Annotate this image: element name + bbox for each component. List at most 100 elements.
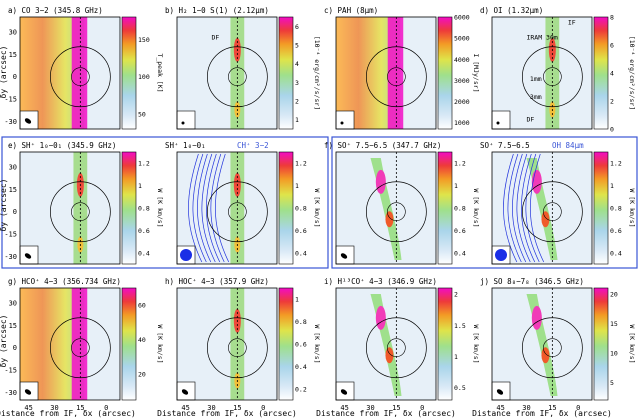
group-box-e [1,136,329,269]
colorbar-tick-label: 4 [295,60,299,68]
contour-line [188,153,203,263]
panel-annotation: DF [526,116,534,124]
panel-frame [491,287,593,401]
panel-title: f) SO⁺ 7.5−6.5 (347.7 GHz) [324,141,441,150]
panel-annotation: 1mm [530,75,542,83]
map-background [177,17,277,129]
colorbar-tick-label: 3 [295,79,299,87]
colorbar-label: W [K km/s] [313,324,321,363]
colorbar-tick-label: 5000 [454,35,470,43]
colorbar-tick-label: 20 [138,371,146,379]
colorbar-tick-label: 20 [610,290,618,298]
emission-peak [375,169,386,194]
x-axis-label: Distance from IF, δx (arcsec) [157,409,297,418]
x-tick-label: 45 [496,404,504,412]
x-tick-label: 0 [576,404,580,412]
colorbar [278,16,294,130]
emission-peak [531,305,542,330]
contour-line [214,153,230,263]
contour-line [512,153,527,263]
colorbar-tick-label: 150 [138,36,150,44]
panel-title: d) OI (1.32μm) [480,6,543,15]
panel-frame [176,16,278,130]
y-tick-label: -30 [4,118,17,126]
colorbar-tick-label: 10 [610,349,618,357]
colorbar-tick-label: 0.6 [295,341,307,349]
colorbar-tick-label: 6 [610,42,614,50]
colorbar-tick-label: 1.5 [454,322,466,330]
beam-inset [335,110,355,130]
colorbar-tick-label: 8 [610,14,614,22]
panel-frame [19,287,121,401]
panel-title: a) CO 3−2 (345.8 GHz) [8,6,103,15]
colorbar-tick-label: 3000 [454,77,470,85]
colorbar-tick-label: 0.4 [295,249,307,257]
panel-title: j) SO 8₈−7₈ (346.5 GHz) [480,277,584,286]
colorbar-tick-label: 1 [295,116,299,124]
colorbar-tick-label: 1.2 [610,160,622,168]
beam-disk [180,249,192,261]
panel-frame [335,16,437,130]
emission-peak [541,347,550,364]
emission-peak [385,347,394,364]
colorbar [593,151,609,265]
panel-frame [335,151,437,265]
colorbar-tick-label: 0.4 [138,249,150,257]
colorbar-tick-label: 2 [295,98,299,106]
colorbar-tick-label: 0.6 [138,227,150,235]
colorbar-tick-label: 100 [138,73,150,81]
beam-ellipse [340,389,348,395]
panel-j: j) SO 8₈−7₈ (346.5 GHz) 45 30 15 0 5 10 15 20 W [… [480,277,636,412]
colorbar-tick-label: 1 [454,353,458,361]
colorbar-tick-label: 4 [610,70,614,78]
beam-inset [491,110,511,130]
colorbar-tick-label: 1000 [454,119,470,127]
colorbar-label: I [MJy/sr] [472,53,480,92]
beam-ellipse [340,253,348,259]
beam-dot [496,121,500,125]
y-tick-label: 15 [9,186,17,194]
contour-line [507,153,522,263]
panel-annotation: IF [568,18,576,26]
x-axis-label: Distance from IF, δx (arcsec) [316,409,456,418]
x-tick-label: 15 [76,404,84,412]
colorbar-tick-label: 1 [610,182,614,190]
panel-title: e) SH⁺ 1₀−0₁ (345.9 GHz) [8,141,116,150]
colorbar-tick-label: 0.8 [295,318,307,326]
x-tick-label: 45 [181,404,189,412]
colorbar [121,151,137,265]
panel-e2: SH⁺ 1₀−0₁ CH⁺ 3−2 0.4 0.6 0.8 1 1.2 W [K km/s] [165,141,321,265]
colorbar-tick-label: 1 [295,182,299,190]
panel-annotation: IRAM 30m [526,33,557,41]
panel-title: c) PAH (8μm) [324,6,378,15]
contour-line [516,153,531,263]
panel-f2: SO⁺ 7.5−6.5 OH 84μm 0.4 0.6 0.8 1 1.2 W [K km/s… [480,141,636,265]
panel-frame [491,151,593,265]
emission-peak [541,211,550,228]
y-tick-label: 30 [9,163,17,171]
panel-frame [491,16,593,130]
y-tick-label: -30 [4,253,17,261]
panel-frame [176,287,278,401]
y-tick-label: -15 [4,367,17,375]
colorbar-tick-label: 0.5 [454,384,466,392]
y-tick-label: -30 [4,389,17,397]
map-background [492,17,592,129]
contour-line [210,153,225,263]
colorbar-tick-label: 0.4 [610,249,622,257]
colorbar [121,16,137,130]
beam-dot [340,121,344,125]
panel-title: i) H¹³CO⁺ 4−3 (346.9 GHz) [324,277,437,286]
y-tick-label: 30 [9,299,17,307]
panel-title: h) HOC⁺ 4−3 (357.9 GHz) [165,277,269,286]
beam-ellipse [24,118,32,124]
group-box-f [331,136,638,269]
colorbar-tick-label: 1.2 [454,160,466,168]
x-tick-label: 0 [104,404,108,412]
panel-title: SH⁺ 1₀−0₁ [165,141,206,150]
map-background [177,288,277,400]
colorbar-label: W [K km/s] [313,188,321,227]
panel-title: b) H₂ 1−0 S(1) (2.12μm) [165,6,269,15]
colorbar-tick-label: 1 [295,296,299,304]
y-tick-label: -15 [4,231,17,239]
